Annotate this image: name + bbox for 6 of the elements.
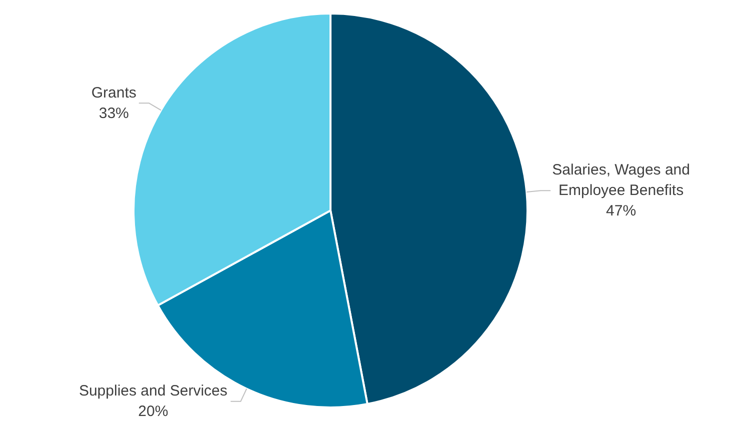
slice-label: Salaries, Wages and Employee Benefits: [552, 162, 690, 200]
data-label: 47%: [606, 202, 636, 220]
slice-label: Supplies and Services: [78, 382, 228, 400]
slice-label: Grants: [91, 84, 136, 102]
data-label: 20%: [138, 403, 168, 420]
data-label: 33%: [98, 104, 129, 122]
